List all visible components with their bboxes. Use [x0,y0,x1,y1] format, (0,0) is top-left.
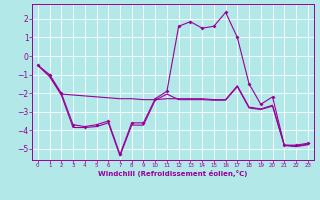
X-axis label: Windchill (Refroidissement éolien,°C): Windchill (Refroidissement éolien,°C) [98,170,247,177]
